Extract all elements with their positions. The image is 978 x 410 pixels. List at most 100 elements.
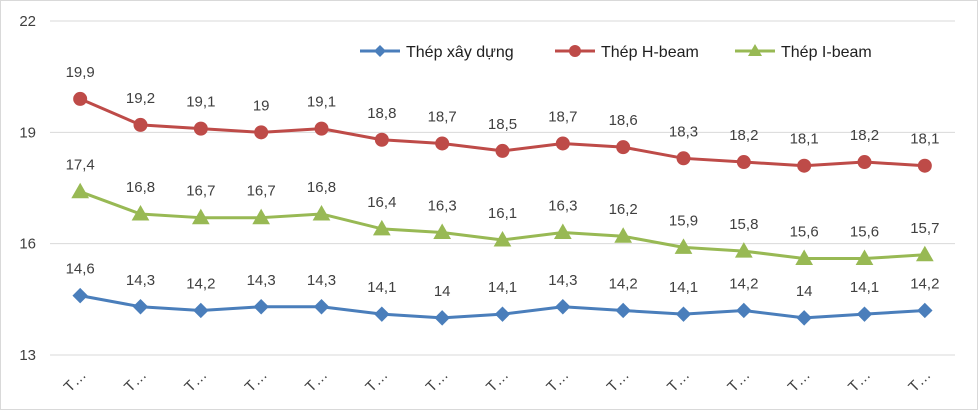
y-tick-label: 19 <box>19 124 36 141</box>
data-label: 18,8 <box>367 105 396 122</box>
data-point <box>252 208 271 225</box>
data-point <box>372 219 391 236</box>
data-label: 18,7 <box>428 108 457 125</box>
legend-label: Thép xây dựng <box>406 44 514 61</box>
data-point <box>313 299 330 315</box>
data-point <box>133 117 148 132</box>
data-label: 17,4 <box>66 157 95 174</box>
data-point <box>917 302 933 319</box>
data-label: 14,2 <box>729 275 758 292</box>
data-point <box>254 125 269 140</box>
data-point <box>734 242 753 258</box>
data-point <box>736 155 751 170</box>
data-label: 16,8 <box>126 179 155 196</box>
legend-marker <box>374 45 386 57</box>
data-point <box>675 306 692 322</box>
data-label: 16,3 <box>428 198 457 215</box>
data-label: 14,6 <box>66 261 95 278</box>
data-point <box>857 155 872 170</box>
data-point <box>191 208 210 225</box>
data-label: 16,3 <box>548 198 577 215</box>
data-point <box>553 223 572 240</box>
data-label: 19,9 <box>66 64 95 81</box>
data-label: 15,6 <box>790 224 819 241</box>
legend-marker <box>569 45 581 57</box>
data-point <box>434 310 450 326</box>
data-label: 19 <box>253 97 270 114</box>
data-point <box>312 204 331 221</box>
data-label: 15,9 <box>669 212 698 229</box>
data-label: 16,2 <box>609 201 638 218</box>
data-point <box>797 158 812 173</box>
data-point <box>915 245 934 262</box>
legend-label: Thép I-beam <box>781 44 872 61</box>
y-axis: 13 16 19 22 <box>19 13 36 364</box>
data-label: 15,7 <box>910 220 939 237</box>
data-point <box>614 227 633 243</box>
data-point <box>493 230 512 247</box>
data-point <box>676 151 691 166</box>
data-label: 18,6 <box>609 112 638 129</box>
data-label: 16,7 <box>247 183 276 200</box>
data-label: 14,2 <box>609 275 638 292</box>
data-point <box>736 302 752 319</box>
data-label: 18,2 <box>850 127 879 144</box>
data-label: 18,3 <box>669 123 698 140</box>
legend-label: Thép H-beam <box>601 44 699 61</box>
data-point <box>555 299 571 315</box>
data-label: 16,7 <box>186 183 215 200</box>
data-label: 14,1 <box>488 279 517 296</box>
data-label: 14 <box>796 283 813 300</box>
legend-marker <box>748 44 762 56</box>
data-point <box>856 306 873 322</box>
series-group <box>71 91 934 326</box>
y-tick-label: 16 <box>19 236 36 253</box>
data-point <box>72 287 88 304</box>
data-label: 15,8 <box>729 216 758 233</box>
data-label: 16,8 <box>307 179 336 196</box>
data-label: 16,4 <box>367 194 396 211</box>
data-label: 18,7 <box>548 108 577 125</box>
data-label: 14,3 <box>247 272 276 289</box>
data-point <box>615 302 631 319</box>
data-label: 14,1 <box>367 279 396 296</box>
data-point <box>314 121 329 136</box>
data-point <box>132 299 149 315</box>
data-label: 14,2 <box>910 275 939 292</box>
data-label: 14,3 <box>126 272 155 289</box>
data-point <box>555 136 570 151</box>
data-labels: 14,6 14,3 14,2 14,3 14,3 14,1 14 14,1 14,3 14,2 14… <box>66 64 940 300</box>
data-label: 14,3 <box>548 272 577 289</box>
data-point <box>193 121 208 136</box>
data-point <box>495 143 510 158</box>
data-label: 15,6 <box>850 224 879 241</box>
data-point <box>131 204 150 221</box>
data-point <box>796 310 812 326</box>
data-label: 14,2 <box>186 275 215 292</box>
data-point <box>73 91 88 106</box>
data-point <box>855 249 874 266</box>
data-label: 14,3 <box>307 272 336 289</box>
y-tick-label: 22 <box>19 13 36 30</box>
y-tick-label: 13 <box>19 347 36 364</box>
data-point <box>71 182 90 199</box>
data-point <box>795 249 814 266</box>
data-point <box>674 238 693 254</box>
data-label: 18,1 <box>790 131 819 148</box>
legend: Thép xây dựng Thép H-beam Thép I-beam <box>360 44 872 61</box>
data-point <box>433 223 452 240</box>
data-point <box>374 306 390 322</box>
data-point <box>374 132 389 147</box>
data-label: 14 <box>434 283 451 300</box>
data-label: 19,1 <box>186 94 215 111</box>
data-label: 18,5 <box>488 116 517 133</box>
data-label: 19,1 <box>307 94 336 111</box>
data-label: 16,1 <box>488 205 517 222</box>
data-point <box>494 306 511 322</box>
data-label: 14,1 <box>669 279 698 296</box>
data-label: 14,1 <box>850 279 879 296</box>
data-label: 18,2 <box>729 127 758 144</box>
data-point <box>917 158 932 173</box>
